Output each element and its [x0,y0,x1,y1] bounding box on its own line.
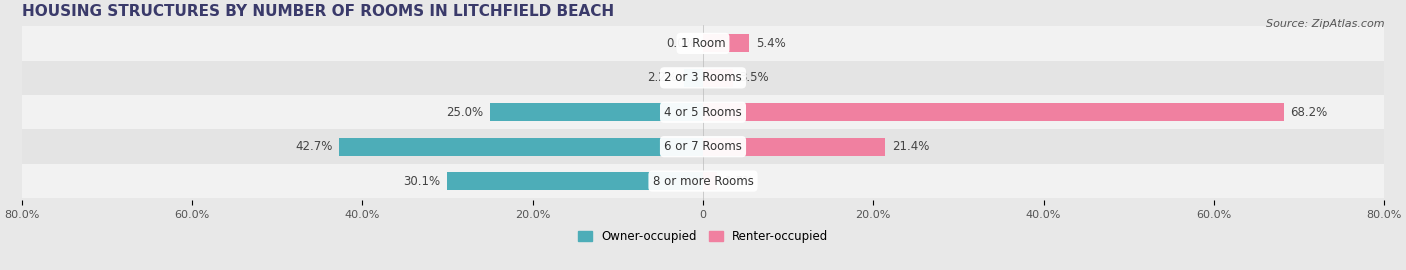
Text: 1 Room: 1 Room [681,37,725,50]
Text: 5.4%: 5.4% [756,37,786,50]
Bar [703,138,886,156]
Bar [22,61,1384,95]
Text: HOUSING STRUCTURES BY NUMBER OF ROOMS IN LITCHFIELD BEACH: HOUSING STRUCTURES BY NUMBER OF ROOMS IN… [22,4,614,19]
Text: Source: ZipAtlas.com: Source: ZipAtlas.com [1267,19,1385,29]
Text: 42.7%: 42.7% [295,140,333,153]
Text: 6 or 7 Rooms: 6 or 7 Rooms [664,140,742,153]
Text: 0.0%: 0.0% [666,37,696,50]
Bar [491,103,703,121]
Bar [703,35,749,52]
Text: 25.0%: 25.0% [446,106,484,119]
Legend: Owner-occupied, Renter-occupied: Owner-occupied, Renter-occupied [578,230,828,243]
Bar [703,69,733,87]
Text: 21.4%: 21.4% [891,140,929,153]
Text: 1.7%: 1.7% [724,175,754,188]
Text: 68.2%: 68.2% [1291,106,1327,119]
Bar [703,103,1284,121]
Text: 3.5%: 3.5% [740,71,769,84]
Text: 2.2%: 2.2% [648,71,678,84]
Bar [447,172,703,190]
Bar [22,26,1384,61]
Text: 8 or more Rooms: 8 or more Rooms [652,175,754,188]
Bar [22,130,1384,164]
Bar [22,164,1384,198]
Text: 30.1%: 30.1% [402,175,440,188]
Text: 2 or 3 Rooms: 2 or 3 Rooms [664,71,742,84]
Bar [703,172,717,190]
Bar [339,138,703,156]
Text: 4 or 5 Rooms: 4 or 5 Rooms [664,106,742,119]
Bar [22,95,1384,130]
Bar [685,69,703,87]
